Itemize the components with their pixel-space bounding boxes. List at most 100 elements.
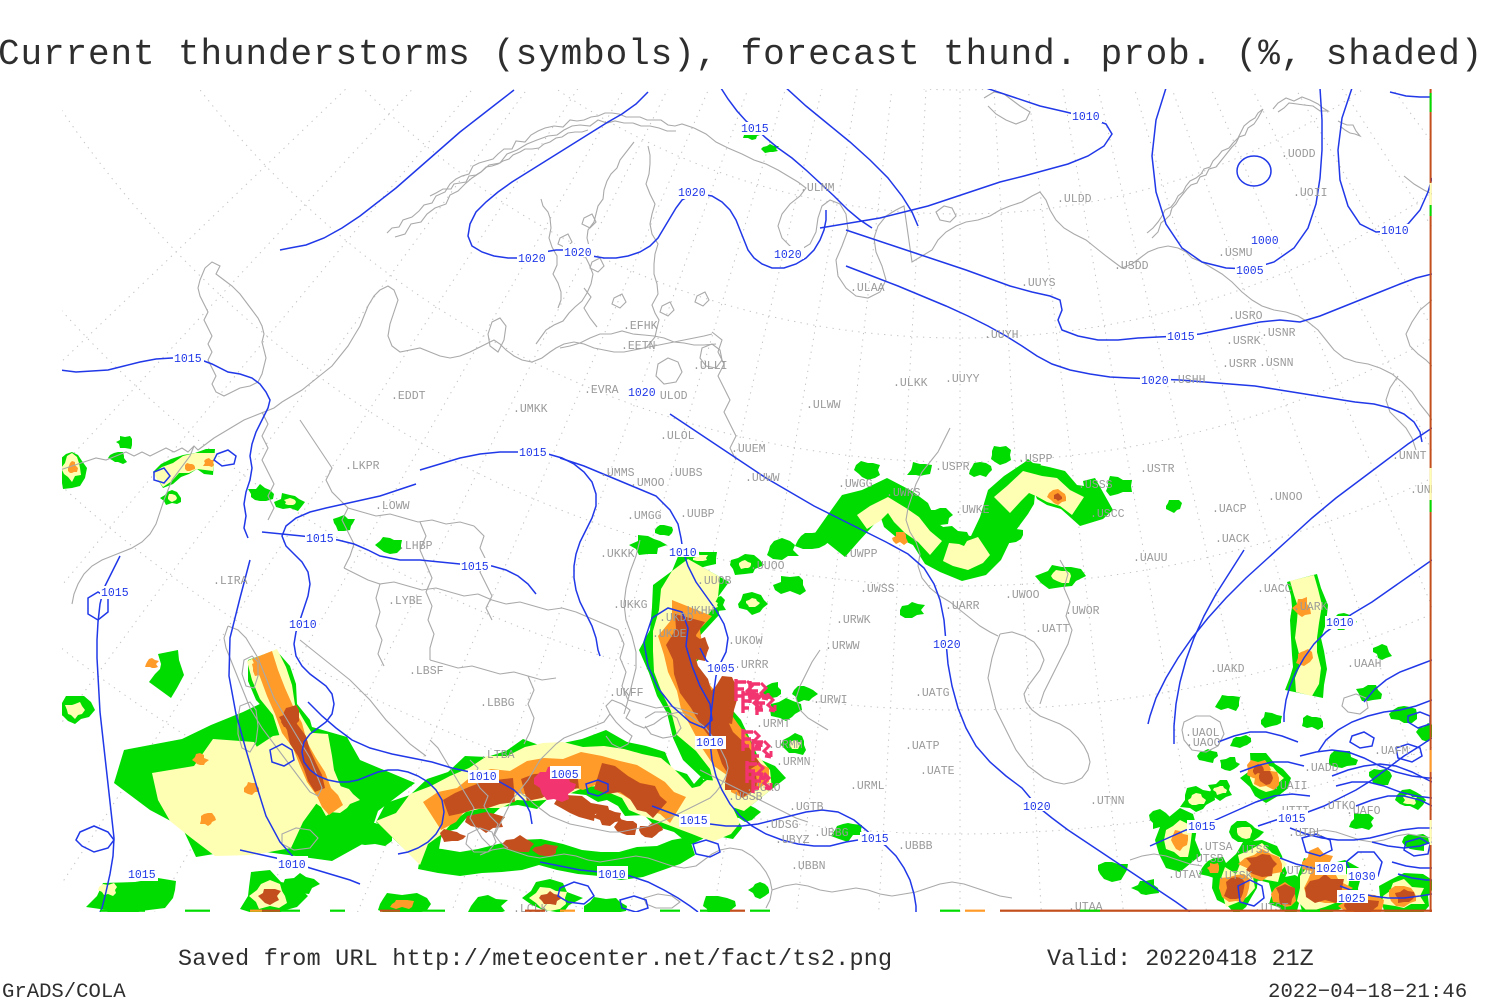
svg-text:.USNR: .USNR <box>1261 327 1296 340</box>
svg-text:.UTNN: .UTNN <box>1090 795 1125 808</box>
svg-text:.UDSG: .UDSG <box>764 819 799 832</box>
svg-text:.UUOO: .UUOO <box>750 560 785 573</box>
svg-text:.ULOL: .ULOL <box>660 430 695 443</box>
svg-text:.LIRA: .LIRA <box>213 575 248 588</box>
svg-text:1010: 1010 <box>1072 111 1100 124</box>
svg-text:.UWKE: .UWKE <box>955 504 990 517</box>
svg-text:1015: 1015 <box>306 533 334 546</box>
svg-text:1020: 1020 <box>678 187 706 200</box>
svg-text:.UACP: .UACP <box>1212 503 1247 516</box>
svg-text:.UBBB: .UBBB <box>898 840 933 853</box>
svg-text:Current thunderstorms (symbols: Current thunderstorms (symbols), forecas… <box>0 34 1483 75</box>
svg-text:.USRR: .USRR <box>1222 358 1257 371</box>
svg-text:.UUYH: .UUYH <box>984 329 1019 342</box>
svg-text:.UGSB: .UGSB <box>728 791 763 804</box>
svg-text:.UTDD: .UTDD <box>1280 865 1315 878</box>
svg-text:1005: 1005 <box>707 663 735 676</box>
svg-text:1015: 1015 <box>861 833 889 846</box>
svg-text:.UUYS: .UUYS <box>1021 277 1056 290</box>
svg-text:.UTSB: .UTSB <box>1189 853 1224 866</box>
svg-text:1015: 1015 <box>461 561 489 574</box>
svg-text:.URRR: .URRR <box>734 659 769 672</box>
svg-text:.UOII: .UOII <box>1293 187 1328 200</box>
svg-text:Valid: 20220418 21Z: Valid: 20220418 21Z <box>1047 947 1314 973</box>
svg-text:.USPP: .USPP <box>1018 453 1053 466</box>
svg-text:.UKDD: .UKDD <box>659 612 694 625</box>
svg-text:.UNBB: .UNBB <box>1410 484 1445 497</box>
svg-text:.UTDL: .UTDL <box>1288 827 1323 840</box>
svg-text:1010: 1010 <box>278 859 306 872</box>
svg-text:.UAKD: .UAKD <box>1210 663 1245 676</box>
svg-text:.UADD: .UADD <box>1304 762 1339 775</box>
svg-text:.UUYY: .UUYY <box>945 373 980 386</box>
svg-text:.UNNT: .UNNT <box>1392 450 1427 463</box>
svg-text:.LYBE: .LYBE <box>388 595 423 608</box>
svg-text:.ULOD: .ULOD <box>653 390 688 403</box>
svg-text:.URWW: .URWW <box>825 640 860 653</box>
svg-text:.UKKG: .UKKG <box>613 599 648 612</box>
svg-text:.ULKK: .ULKK <box>893 377 928 390</box>
svg-text:2022−04−18−21:46: 2022−04−18−21:46 <box>1268 981 1467 1000</box>
svg-text:.UKFF: .UKFF <box>609 687 644 700</box>
svg-text:.USTR: .USTR <box>1140 463 1175 476</box>
svg-text:1010: 1010 <box>669 547 697 560</box>
svg-text:.UWOO: .UWOO <box>1005 589 1040 602</box>
svg-text:.UKOW: .UKOW <box>728 635 763 648</box>
svg-text:.UAFO: .UAFO <box>1346 805 1381 818</box>
svg-text:.ULMM: .ULMM <box>800 182 835 195</box>
svg-text:1020: 1020 <box>518 253 546 266</box>
svg-text:.UARK: .UARK <box>1293 601 1328 614</box>
svg-text:.UUBS: .UUBS <box>668 467 703 480</box>
svg-text:.URMM: .URMM <box>768 739 803 752</box>
svg-text:.LBSF: .LBSF <box>409 665 444 678</box>
svg-text:1015: 1015 <box>1167 331 1195 344</box>
svg-text:.UARR: .UARR <box>945 600 980 613</box>
svg-text:.UATG: .UATG <box>915 687 950 700</box>
svg-text:.UWPP: .UWPP <box>843 548 878 561</box>
svg-text:.USNN: .USNN <box>1259 357 1294 370</box>
svg-text:.UATT: .UATT <box>1035 623 1070 636</box>
svg-text:.UAOL: .UAOL <box>1185 727 1220 740</box>
svg-text:1020: 1020 <box>1023 801 1051 814</box>
svg-text:.USPR: .USPR <box>935 461 970 474</box>
svg-text:1005: 1005 <box>1236 265 1264 278</box>
svg-text:.UAUU: .UAUU <box>1133 552 1168 565</box>
svg-text:.USSS: .USSS <box>1078 479 1113 492</box>
svg-text:1010: 1010 <box>1326 617 1354 630</box>
svg-text:1015: 1015 <box>519 447 547 460</box>
svg-text:.USDD: .USDD <box>1114 260 1149 273</box>
svg-text:.UTAA: .UTAA <box>1068 901 1103 914</box>
svg-text:1015: 1015 <box>1188 821 1216 834</box>
svg-text:.EETN: .EETN <box>621 340 656 353</box>
svg-text:.UBBG: .UBBG <box>814 827 849 840</box>
svg-text:.UWKS: .UWKS <box>886 487 921 500</box>
svg-text:.USCC: .USCC <box>1090 508 1125 521</box>
svg-text:.ULDD: .ULDD <box>1057 193 1092 206</box>
svg-text:Saved from URL http://meteocen: Saved from URL http://meteocenter.net/fa… <box>178 947 892 973</box>
svg-text:.UUWW: .UUWW <box>745 472 780 485</box>
svg-text:.USRO: .USRO <box>1228 310 1263 323</box>
svg-text:.EFHK: .EFHK <box>623 320 658 333</box>
svg-text:1010: 1010 <box>696 737 724 750</box>
svg-text:1015: 1015 <box>128 869 156 882</box>
svg-text:1015: 1015 <box>680 815 708 828</box>
svg-text:.LTBA: .LTBA <box>480 749 515 762</box>
svg-text:.UTST: .UTST <box>1254 902 1289 915</box>
svg-text:1015: 1015 <box>741 123 769 136</box>
svg-text:.UWOR: .UWOR <box>1065 605 1100 618</box>
svg-text:.UWGG: .UWGG <box>838 478 873 491</box>
svg-text:.UAAH: .UAAH <box>1347 658 1382 671</box>
svg-text:.EVRA: .EVRA <box>584 384 619 397</box>
svg-text:.ULWW: .ULWW <box>806 399 841 412</box>
svg-text:.LKPR: .LKPR <box>345 460 380 473</box>
svg-text:1020: 1020 <box>1316 863 1344 876</box>
svg-text:.UAII: .UAII <box>1273 780 1308 793</box>
svg-text:.ULAA: .ULAA <box>850 282 885 295</box>
svg-text:.LBBG: .LBBG <box>480 697 515 710</box>
svg-text:.UKHH: .UKHH <box>680 605 715 618</box>
svg-text:.UTSA: .UTSA <box>1198 841 1233 854</box>
svg-text:.URMT: .URMT <box>756 718 791 731</box>
svg-text:.UAFM: .UAFM <box>1374 745 1409 758</box>
svg-text:1015: 1015 <box>1278 813 1306 826</box>
svg-text:1005: 1005 <box>551 769 579 782</box>
